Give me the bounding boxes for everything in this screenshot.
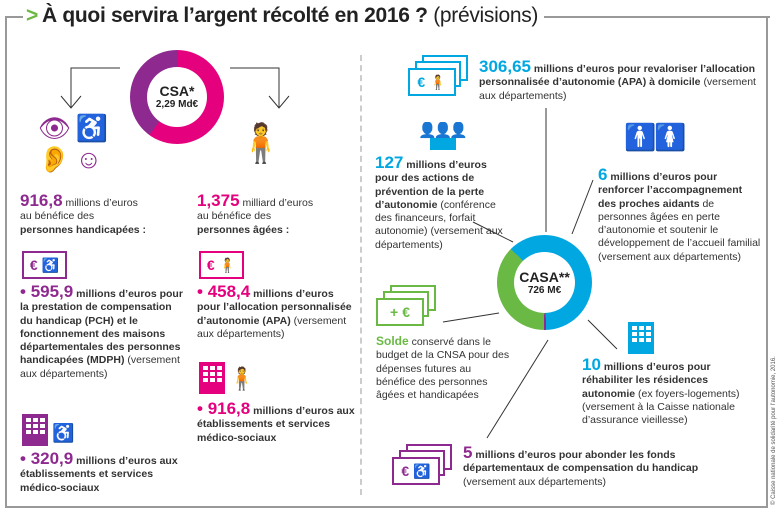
casa-item-aidants: 6 millions d’euros pour renforcer l’acco… bbox=[598, 165, 761, 263]
eye-icon: 👁 bbox=[38, 113, 72, 143]
casa-donut: CASA** 726 M€ bbox=[497, 235, 592, 330]
elder-icon: 🧍 bbox=[228, 366, 256, 391]
casa-item-prevention: 127 millions d’euros pour des actions de… bbox=[375, 153, 503, 251]
csa-amount: 2,29 Md€ bbox=[155, 99, 199, 110]
euro-icon: € bbox=[402, 304, 410, 320]
card-front: + € bbox=[376, 298, 424, 326]
frame bbox=[5, 16, 768, 508]
solde-stack-icon: + € bbox=[376, 285, 441, 326]
elder-icon: 🧍 bbox=[218, 257, 237, 273]
title-sub: (prévisions) bbox=[433, 4, 539, 27]
bullet: • bbox=[197, 399, 208, 418]
casa-amount: 726 M€ bbox=[527, 284, 562, 296]
copyright: © Caisse nationale de solidarité pour l’… bbox=[771, 356, 777, 505]
euro-icon: € bbox=[29, 257, 38, 273]
ages-item-apa: • 458,4 millions d’euros pour l’allocati… bbox=[197, 282, 352, 340]
mental-disability-icon: ☺ bbox=[75, 144, 103, 174]
title-marker: > bbox=[26, 4, 38, 27]
table-icon bbox=[430, 138, 456, 150]
csa-arrows bbox=[60, 67, 290, 109]
euro-icon: € bbox=[401, 463, 410, 479]
euro-icon: € bbox=[417, 74, 426, 90]
csa-donut-center: CSA* 2,29 Md€ bbox=[147, 67, 207, 127]
meeting-icon: 👤👤👤 bbox=[418, 122, 468, 139]
caregivers-icon: 🚹🚺 bbox=[624, 122, 687, 152]
hearing-icon: 👂 bbox=[38, 144, 71, 174]
handicap-item-esms: • 320,9 millions d’euros aux établisseme… bbox=[20, 449, 178, 494]
casa-donut-center: CASA** 726 M€ bbox=[514, 252, 575, 313]
wheelchair-icon: ♿ bbox=[413, 463, 431, 479]
bullet: • bbox=[197, 282, 208, 301]
euro-icon: € bbox=[206, 257, 215, 273]
bullet: • bbox=[20, 449, 31, 468]
ages-summary: 1,375 milliard d’euros au bénéfice des p… bbox=[197, 191, 314, 236]
elder-icon: 🧍 bbox=[237, 123, 285, 165]
csa-donut: CSA* 2,29 Md€ bbox=[130, 50, 224, 144]
bullet: • bbox=[20, 282, 31, 301]
pch-icon: € ♿ bbox=[22, 251, 67, 279]
wheelchair-icon: ♿ bbox=[52, 423, 75, 443]
casa-item-residences: 10 millions d’euros pour réhabiliter les… bbox=[582, 355, 740, 427]
card-front: € ♿ bbox=[392, 457, 440, 485]
casa-item-apa: 306,65 millions d’euros pour revaloriser… bbox=[479, 57, 756, 102]
residence-building-icon bbox=[628, 322, 654, 354]
building-icon bbox=[199, 362, 225, 394]
apa-stack-icon: € 🧍 bbox=[408, 55, 468, 96]
building-icon bbox=[22, 414, 48, 446]
disability-icons: 👁 ♿ 👂 ☺ bbox=[38, 113, 113, 175]
plus-icon: + bbox=[390, 304, 399, 320]
casa-item-fonds: 5 millions d’euros pour abonder les fond… bbox=[463, 443, 699, 488]
casa-item-solde: Solde conservé dans le budget de la CNSA… bbox=[376, 334, 510, 402]
elder-icon: 🧍 bbox=[429, 74, 447, 90]
handicap-summary: 916,8 millions d’euros au bénéfice des p… bbox=[20, 191, 147, 236]
wheelchair-icon: ♿ bbox=[75, 113, 108, 143]
wheelchair-icon: ♿ bbox=[41, 257, 60, 273]
apa-icon: € 🧍 bbox=[199, 251, 244, 279]
frame-top-right bbox=[540, 16, 770, 18]
fonds-stack-icon: € ♿ bbox=[392, 444, 457, 485]
csa-label: CSA* bbox=[159, 83, 195, 99]
ages-item-esms: • 916,8 millions d’euros aux établisseme… bbox=[197, 399, 355, 444]
title-main: À quoi servira l’argent récolté en 2016 … bbox=[41, 4, 428, 27]
handicap-item-pch: • 595,9 millions d’euros pour la prestat… bbox=[20, 282, 183, 380]
page-title: > À quoi servira l’argent récolté en 2016… bbox=[26, 3, 545, 29]
card-front: € 🧍 bbox=[408, 68, 456, 96]
dashed-divider bbox=[360, 55, 362, 495]
frame-top-left bbox=[5, 16, 23, 18]
casa-label: CASA** bbox=[519, 268, 570, 285]
